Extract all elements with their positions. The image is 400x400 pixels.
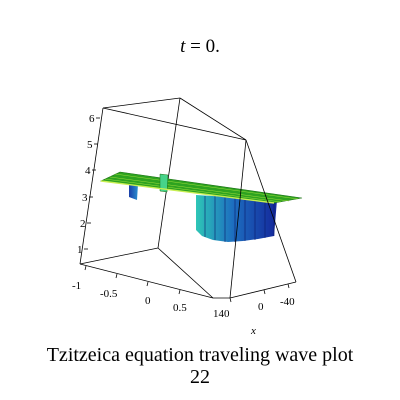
z-tick-label: 4 [85, 165, 91, 177]
z-axis [84, 117, 100, 250]
y-tick-mark [115, 273, 118, 279]
surface-plane-front-edge [100, 180, 275, 204]
z-tick-label: 2 [80, 218, 86, 230]
surface-dip-gridlines [204, 196, 275, 242]
x-axis-label: x [250, 325, 256, 337]
figure-caption: Tzitzeica equation traveling wave plot 2… [0, 344, 400, 388]
surface-dip-wall [196, 195, 277, 242]
bounding-box-back [79, 97, 247, 299]
box-edge [102, 97, 181, 109]
z-tick-label: 3 [82, 192, 88, 204]
bounding-box-front [79, 107, 297, 299]
x-tick-label: 0 [258, 301, 264, 313]
y-axis [84, 265, 181, 295]
plot-title: t = 0. [0, 36, 400, 58]
y-tick-label: -1 [72, 280, 81, 292]
x-tick-labels: 140 0 -40 [213, 296, 295, 320]
box-edge [229, 281, 297, 299]
plane-gridline [114, 173, 299, 200]
box-edge [229, 139, 247, 299]
caption-line-2: 22 [190, 366, 210, 388]
plane-gridline [109, 176, 290, 202]
title-value: = 0. [190, 36, 220, 57]
x-tick-label: -40 [280, 296, 295, 308]
box-edge [157, 247, 214, 299]
x-tick-label: 140 [213, 308, 230, 320]
surface-spike [159, 173, 169, 193]
box-edge [79, 107, 104, 265]
box-edge [79, 247, 159, 265]
y-tick-label: 0.5 [173, 302, 187, 314]
y-tick-mark [84, 265, 87, 271]
y-tick-labels: -1 -0.5 0 0.5 [72, 280, 187, 314]
box-edge [245, 139, 297, 283]
x-axis [229, 283, 290, 303]
surface-plane-gridlines [104, 173, 299, 203]
y-tick-mark [146, 281, 149, 287]
caption-line-1: Tzitzeica equation traveling wave plot [46, 344, 354, 366]
x-tick-mark [263, 289, 266, 295]
y-tick-mark [178, 289, 181, 295]
box-edge [157, 97, 181, 249]
box-edge [102, 107, 247, 141]
z-tick-labels: 6 5 4 3 2 1 [77, 113, 95, 256]
x-tick-mark [229, 297, 232, 303]
z-tick-label: 6 [89, 113, 95, 125]
plane-gridline [104, 178, 282, 203]
z-tick-label: 1 [77, 244, 83, 256]
box-edge [179, 97, 247, 141]
box-edge [79, 263, 214, 299]
z-tick-label: 5 [87, 139, 93, 151]
y-tick-label: -0.5 [100, 288, 118, 300]
title-variable: t [180, 36, 186, 57]
y-tick-label: 0 [145, 295, 151, 307]
x-tick-mark [287, 283, 290, 289]
